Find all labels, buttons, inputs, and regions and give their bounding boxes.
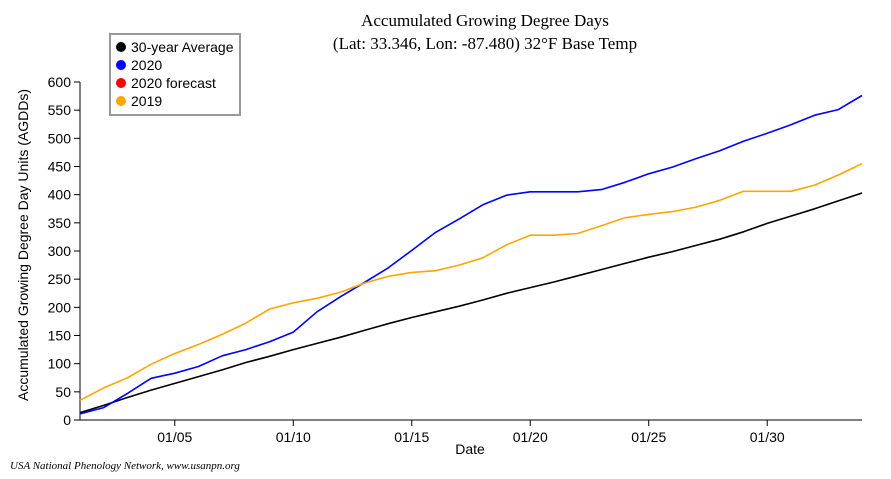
x-tick-label: 01/05 [157,429,192,445]
y-axis-ticks: 0 50 100 150 200 250 300 350 400 450 500 550 600 [48,74,80,428]
y-tick-label: 350 [48,215,72,231]
y-tick-label: 300 [48,243,72,259]
y-tick-label: 600 [48,74,72,90]
y-tick-label: 250 [48,271,72,287]
x-tick-label: 01/25 [631,429,666,445]
x-axis-ticks: 01/05 01/10 01/15 01/20 01/25 01/30 [157,420,785,445]
series-line-2019 [79,162,863,402]
x-tick-label: 01/15 [394,429,429,445]
legend-label: 2020 forecast [131,75,216,91]
axes [79,82,862,421]
legend-marker [116,42,126,52]
y-tick-label: 550 [48,102,72,118]
chart-title: Accumulated Growing Degree Days [361,11,609,30]
legend-box [109,33,241,116]
y-tick-label: 500 [48,130,72,146]
y-axis-label: Accumulated Growing Degree Day Units (AG… [15,89,31,401]
y-tick-label: 450 [48,159,72,175]
legend-label: 2020 [131,57,162,73]
legend-label: 30-year Average [131,39,234,55]
x-axis-label: Date [455,441,485,457]
chart-subtitle: (Lat: 33.346, Lon: -87.480) 32°F Base Te… [333,34,637,53]
x-tick-label: 01/30 [750,429,785,445]
legend-label: 2019 [131,93,162,109]
x-tick-label: 01/10 [276,429,311,445]
legend-marker [116,96,126,106]
y-tick-label: 150 [48,328,72,344]
series-line-30-year-average [79,192,863,414]
y-tick-label: 200 [48,299,72,315]
y-tick-label: 100 [48,356,72,372]
legend: 30-year Average 2020 2020 forecast 2019 [109,33,241,116]
y-tick-label: 0 [63,412,71,428]
y-tick-label: 400 [48,187,72,203]
legend-marker [116,60,126,70]
series-lines [79,94,863,415]
x-tick-label: 01/20 [513,429,548,445]
y-tick-label: 50 [55,384,71,400]
legend-marker [116,78,126,88]
series-line-2020 [79,94,863,415]
credit-text: USA National Phenology Network, www.usan… [10,460,240,472]
